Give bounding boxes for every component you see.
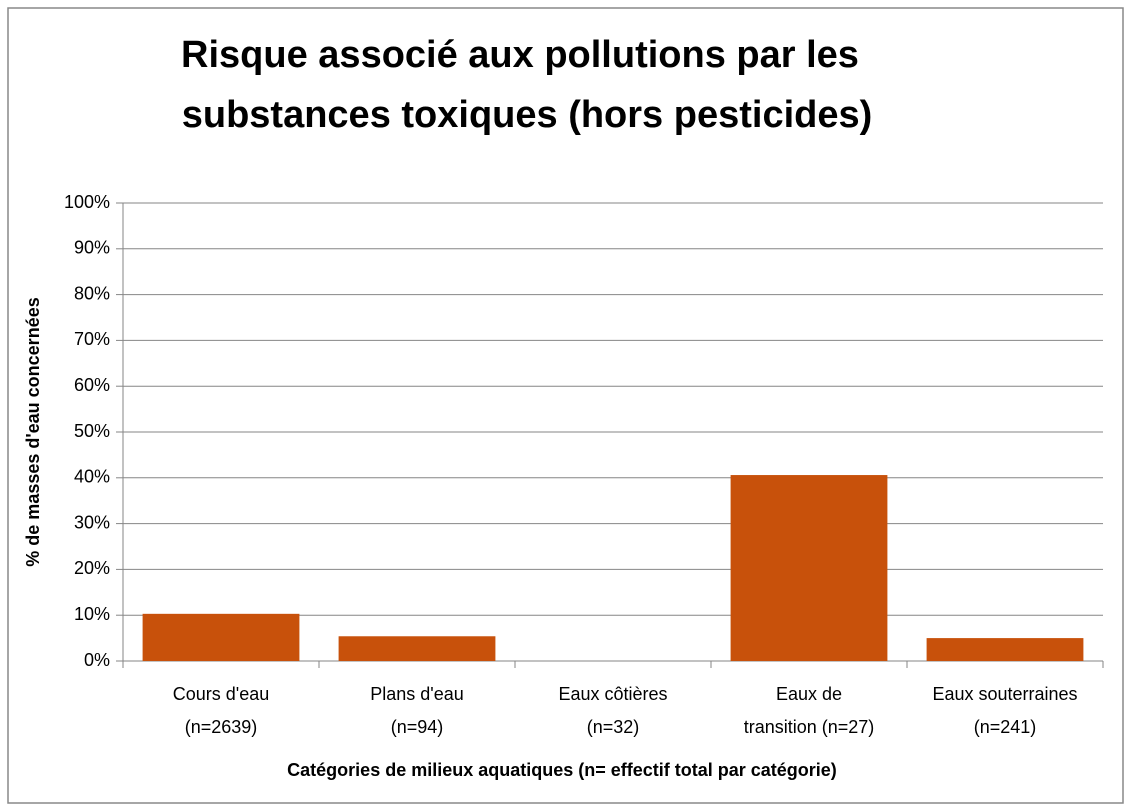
x-tick-label: (n=94) [391, 717, 444, 737]
x-tick-label: Cours d'eau [173, 684, 270, 704]
bar [338, 636, 496, 661]
x-tick-label: transition (n=27) [744, 717, 875, 737]
y-tick-label: 90% [74, 238, 110, 258]
chart-title: Risque associé aux pollutions par les [181, 34, 859, 76]
chart-frame [7, 7, 1124, 804]
x-tick-label: Eaux de [776, 684, 842, 704]
x-tick-label: (n=2639) [185, 717, 258, 737]
x-tick-label: (n=32) [587, 717, 640, 737]
y-tick-label: 80% [74, 283, 110, 303]
y-tick-label: 60% [74, 375, 110, 395]
y-axis-title: % de masses d'eau concernées [23, 297, 43, 566]
bar [730, 475, 888, 661]
y-tick-label: 70% [74, 329, 110, 349]
y-tick-label: 50% [74, 421, 110, 441]
bar [142, 613, 300, 661]
y-tick-label: 0% [84, 650, 110, 670]
x-tick-label: Plans d'eau [370, 684, 464, 704]
y-tick-label: 30% [74, 512, 110, 532]
y-tick-label: 100% [64, 192, 110, 212]
x-tick-label: Eaux côtières [558, 684, 667, 704]
y-tick-label: 40% [74, 467, 110, 487]
x-tick-label: (n=241) [974, 717, 1037, 737]
x-tick-label: Eaux souterraines [932, 684, 1077, 704]
y-tick-label: 20% [74, 558, 110, 578]
chart-title: substances toxiques (hors pesticides) [182, 94, 873, 136]
x-axis-title: Catégories de milieux aquatiques (n= eff… [287, 760, 837, 780]
y-tick-label: 10% [74, 604, 110, 624]
bar [926, 638, 1084, 661]
